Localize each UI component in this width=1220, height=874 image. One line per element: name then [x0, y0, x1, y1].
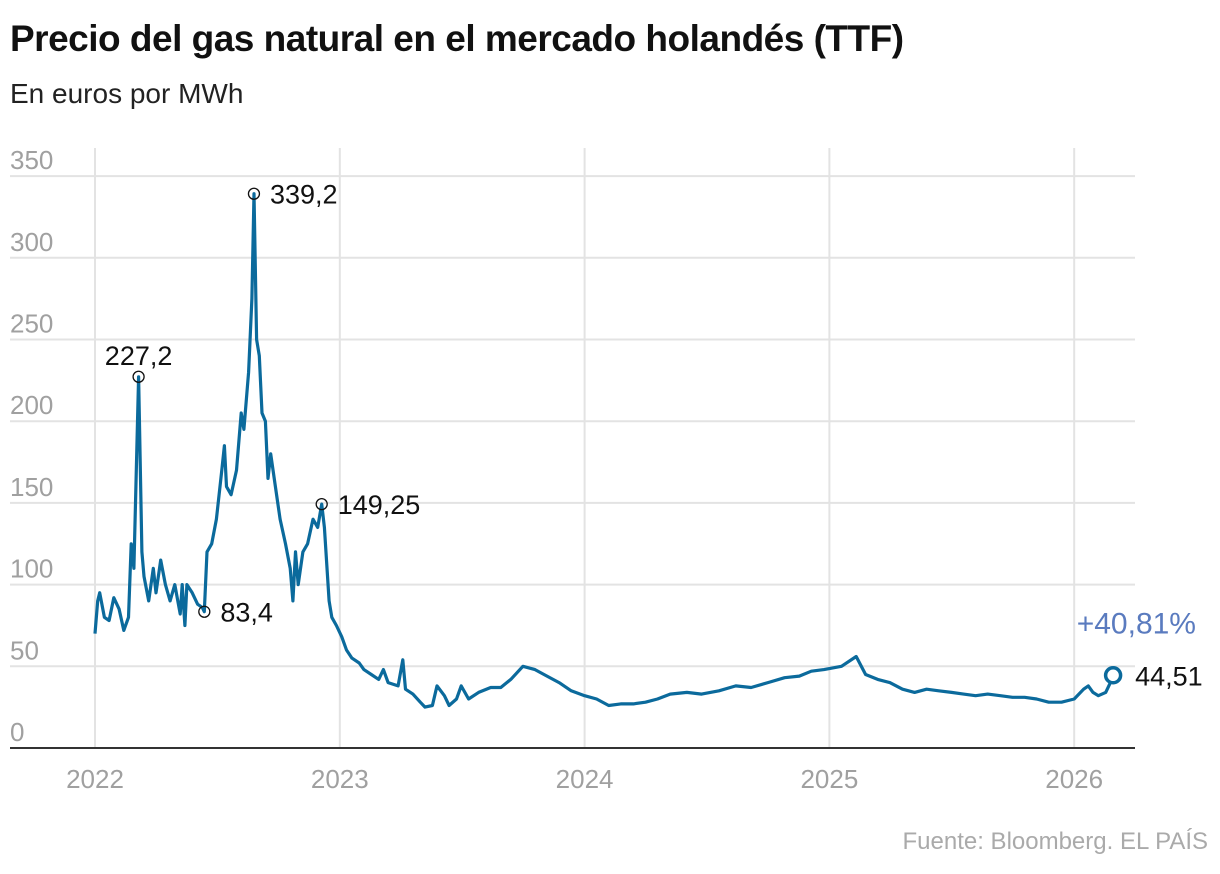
- annotation-label: 83,4: [220, 598, 273, 628]
- annotation-marker: [247, 187, 261, 200]
- last-value-label: 44,51: [1135, 661, 1203, 691]
- annotation-marker: [198, 605, 211, 618]
- change-percent-label: +40,81%: [1077, 607, 1196, 640]
- y-tick-label: 250: [10, 309, 53, 339]
- annotation-marker: [132, 370, 145, 383]
- x-tick-label: 2022: [66, 764, 124, 794]
- y-tick-label: 100: [10, 554, 53, 584]
- chart-title: Precio del gas natural en el mercado hol…: [10, 18, 904, 59]
- chart-subtitle: En euros por MWh: [10, 78, 244, 109]
- y-tick-label: 0: [10, 717, 24, 747]
- last-value-marker: [1103, 666, 1123, 685]
- x-tick-label: 2024: [556, 764, 614, 794]
- annotation-marker: [315, 497, 328, 511]
- y-tick-label: 200: [10, 390, 53, 420]
- annotation-label: 339,2: [270, 180, 338, 210]
- source-note: Fuente: Bloomberg. EL PAÍS: [902, 828, 1209, 855]
- price-series-line: [93, 192, 1115, 709]
- y-tick-label: 300: [10, 227, 53, 257]
- x-tick-label: 2023: [311, 764, 369, 794]
- annotation-label: 149,25: [338, 490, 421, 520]
- annotation-label: 227,2: [105, 341, 173, 371]
- x-tick-label: 2026: [1045, 764, 1103, 794]
- y-tick-label: 50: [10, 635, 39, 665]
- y-tick-label: 350: [10, 145, 53, 175]
- x-tick-label: 2025: [800, 764, 858, 794]
- y-tick-label: 150: [10, 472, 53, 502]
